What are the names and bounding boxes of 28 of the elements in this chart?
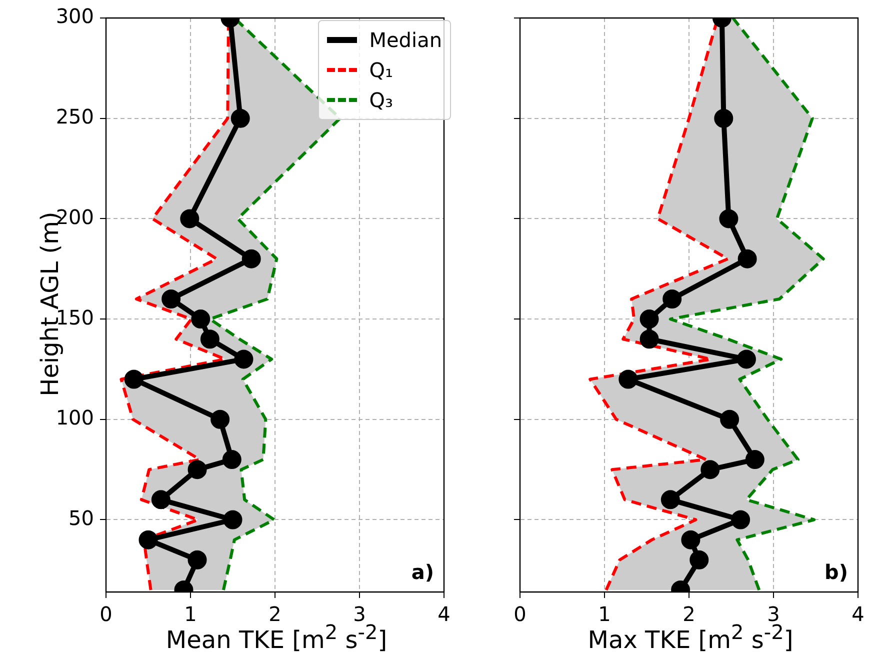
- point: [662, 289, 682, 308]
- point: [640, 330, 659, 349]
- point: [719, 209, 738, 228]
- point: [681, 530, 700, 550]
- x-tick-label: 4: [852, 602, 864, 626]
- x-tick-label: 0: [514, 602, 526, 626]
- x-tick-label: 0: [100, 602, 112, 626]
- point: [618, 370, 638, 389]
- point: [640, 310, 659, 329]
- y-tick-label: 100: [56, 406, 94, 430]
- point: [690, 550, 709, 570]
- y-tick-label: 250: [56, 104, 94, 129]
- point: [720, 410, 740, 429]
- annotation: a): [411, 560, 434, 584]
- y-tick-label: 300: [56, 4, 94, 28]
- point: [731, 510, 750, 530]
- point: [714, 108, 734, 128]
- point: [736, 350, 756, 369]
- legend-label: Q₁: [369, 58, 394, 82]
- point: [738, 249, 757, 268]
- point: [700, 460, 720, 480]
- y-tick-label: 50: [68, 506, 94, 530]
- point: [660, 490, 680, 510]
- legend-label: Median: [369, 28, 442, 52]
- annotation: b): [824, 560, 848, 584]
- x-tick-label: 4: [438, 602, 450, 626]
- legend-label: Q₃: [369, 88, 394, 112]
- point: [745, 450, 764, 470]
